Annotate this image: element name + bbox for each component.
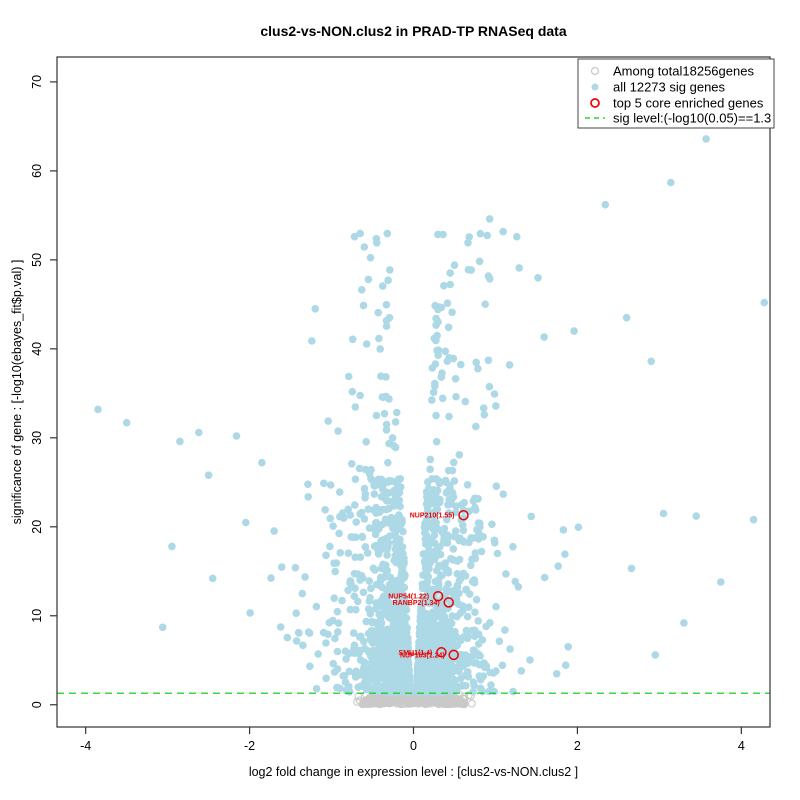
y-tick-label: 70: [30, 75, 44, 89]
top5-gene-marker: [436, 647, 447, 658]
y-axis-title: significance of gene : [-log10(ebayes_fi…: [10, 259, 24, 525]
x-tick-label: -2: [244, 739, 255, 753]
legend-item: sig level:(-log10(0.05)==1.3: [585, 111, 771, 126]
x-axis: -4 -2 0 2 4: [80, 727, 745, 753]
top5-gene-marker: [443, 597, 454, 608]
x-axis-title: log2 fold change in expression level : […: [248, 765, 579, 779]
y-tick-label: 60: [30, 164, 44, 178]
y-tick-label: 40: [30, 342, 44, 356]
top5-gene-marker: [458, 509, 469, 521]
y-axis: 0 10 20 30 40 50 60 70: [30, 75, 57, 708]
top5-gene-marker: [448, 649, 459, 661]
sig-points-layer: [94, 135, 769, 696]
top5-gene-label: SMU1(1.4): [399, 650, 433, 657]
y-tick-label: 10: [30, 609, 44, 623]
x-tick-label: 0: [410, 739, 417, 753]
legend-box: [577, 58, 775, 129]
legend-open-circle-icon: [590, 66, 600, 76]
legend-item: top 5 core enriched genes: [590, 96, 764, 111]
y-tick-label: 30: [30, 431, 44, 445]
y-tick-label: 0: [30, 701, 44, 708]
top5-genes-layer: NUP210(1.55) NUP54(1.22)RANBP2(1.34) SMU1(…: [388, 509, 469, 661]
top5-gene-label: NUP210(1.55): [410, 513, 455, 520]
x-tick-label: 4: [738, 739, 745, 753]
legend-highlight-circle-icon: [590, 98, 600, 108]
y-tick-label: 50: [30, 253, 44, 267]
top5-gene-label: NUP54(1.22): [388, 594, 429, 601]
legend-item: Among total18256genes: [590, 64, 754, 79]
legend-filled-circle-icon: [591, 83, 599, 91]
legend-item-label: Among total18256genes: [613, 64, 754, 79]
legend-item-label: all 12273 sig genes: [613, 80, 726, 95]
x-tick-label: 2: [574, 739, 581, 753]
x-tick-label: -4: [80, 739, 91, 753]
top5-gene-label: RANBP2(1.34): [393, 600, 440, 607]
y-tick-label: 20: [30, 520, 44, 534]
top5-gene-label: NUP153(1.24): [400, 652, 445, 659]
legend-item: all 12273 sig genes: [591, 80, 726, 95]
legend-item-label: top 5 core enriched genes: [613, 96, 764, 111]
chart-title: clus2-vs-NON.clus2 in PRAD-TP RNASeq dat…: [260, 23, 567, 39]
legend-item-label: sig level:(-log10(0.05)==1.3: [613, 111, 771, 126]
top5-gene-marker: [432, 590, 444, 602]
